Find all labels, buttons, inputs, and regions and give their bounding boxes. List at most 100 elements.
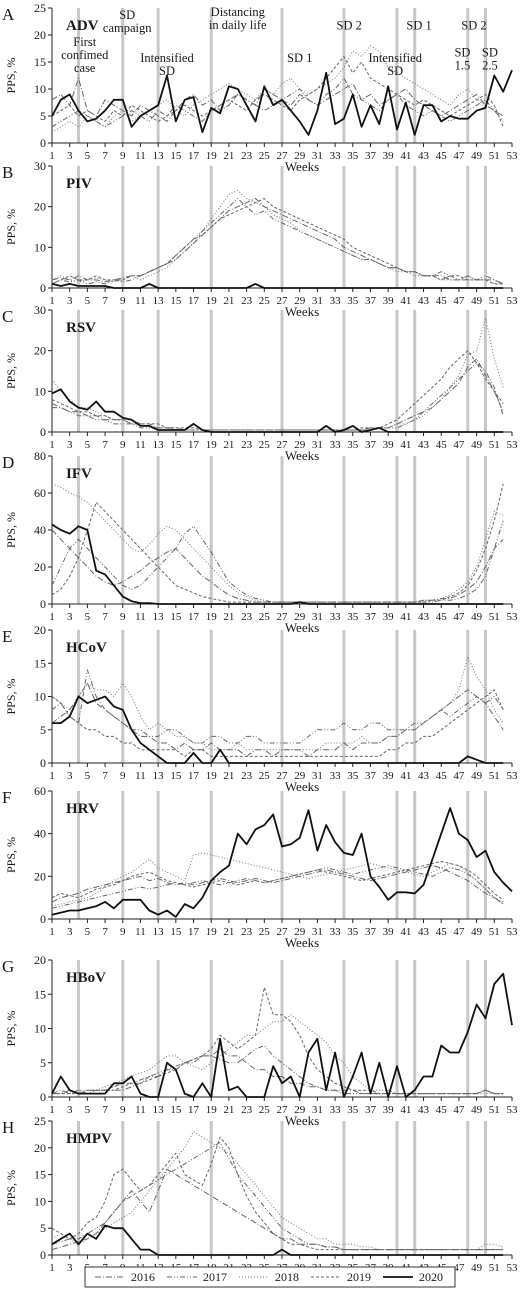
x-tick-label: 25	[259, 439, 271, 451]
panel-letter: B	[2, 163, 13, 182]
x-tick-label: 19	[206, 770, 218, 782]
x-tick-label: 53	[507, 1262, 519, 1274]
legend-box	[84, 1266, 456, 1288]
annotation: SD 1	[287, 51, 312, 65]
x-tick-label: 23	[241, 1104, 253, 1116]
x-tick-label: 35	[347, 295, 359, 307]
x-tick-label: 13	[153, 1104, 165, 1116]
x-tick-label: 51	[489, 926, 500, 938]
x-tick-label: 27	[277, 439, 289, 451]
x-tick-label: 15	[170, 1104, 182, 1116]
series-line-2018	[51, 45, 504, 133]
legend-label-2020: 2020	[419, 1270, 443, 1284]
x-tick-label: 39	[383, 439, 395, 451]
legend-label-2019: 2019	[347, 1270, 371, 1284]
x-tick-label: 37	[365, 439, 377, 451]
x-tick-label: 3	[67, 439, 73, 451]
x-tick-label: 33	[330, 295, 342, 307]
panel-letter: G	[2, 957, 14, 976]
x-tick-label: 33	[330, 150, 342, 162]
y-tick-label: 15	[34, 55, 46, 69]
x-tick-label: 29	[294, 439, 306, 451]
x-tick-label: 29	[294, 926, 306, 938]
x-tick-label: 3	[67, 150, 73, 162]
x-tick-label: 23	[241, 295, 253, 307]
x-tick-label: 23	[241, 611, 253, 623]
x-tick-label: 33	[330, 926, 342, 938]
x-tick-label: 17	[188, 770, 200, 782]
y-tick-label: 10	[34, 240, 46, 254]
x-axis-label: Weeks	[285, 159, 319, 174]
x-tick-label: 31	[312, 295, 323, 307]
x-tick-label: 27	[277, 770, 289, 782]
panel-title: HRV	[66, 801, 99, 817]
series-line-2020	[51, 282, 504, 289]
series-line-2016	[51, 1168, 504, 1251]
annotation: SD 2	[461, 19, 486, 33]
x-tick-label: 41	[400, 439, 411, 451]
x-tick-label: 9	[120, 770, 126, 782]
x-tick-label: 39	[383, 770, 395, 782]
y-tick-label: 20	[34, 344, 46, 358]
y-tick-label: 15	[34, 987, 46, 1001]
x-tick-label: 15	[170, 295, 182, 307]
x-tick-label: 43	[418, 150, 430, 162]
x-tick-label: 11	[135, 295, 146, 307]
annotation: Distancing in daily life	[209, 5, 267, 32]
x-tick-label: 9	[120, 926, 126, 938]
x-tick-label: 15	[170, 611, 182, 623]
x-tick-label: 37	[365, 1104, 377, 1116]
x-tick-label: 49	[471, 1104, 483, 1116]
x-tick-label: 23	[241, 926, 253, 938]
x-tick-label: 47	[453, 611, 465, 623]
series-line-2019	[52, 986, 504, 1095]
series-line-2020	[51, 523, 504, 605]
x-tick-label: 41	[400, 770, 411, 782]
y-tick-label: 5	[40, 109, 46, 123]
series-line-2019	[51, 483, 504, 603]
x-tick-label: 5	[85, 439, 91, 451]
x-tick-label: 9	[120, 295, 126, 307]
y-axis-label: PPS, %	[4, 678, 18, 714]
x-tick-label: 43	[418, 1104, 430, 1116]
series-line-2017	[52, 1045, 504, 1095]
y-tick-label: 20	[34, 1141, 46, 1155]
x-tick-label: 21	[223, 150, 234, 162]
x-tick-label: 51	[489, 770, 500, 782]
x-tick-label: 25	[259, 150, 271, 162]
x-tick-label: 29	[294, 1104, 306, 1116]
panel-title: HMPV	[66, 1131, 112, 1147]
x-tick-label: 17	[188, 611, 200, 623]
x-tick-label: 9	[120, 439, 126, 451]
x-tick-label: 37	[365, 150, 377, 162]
panel-title: ADV	[66, 18, 99, 34]
x-tick-label: 39	[383, 150, 395, 162]
y-tick-label: 15	[34, 656, 46, 670]
x-tick-label: 21	[223, 439, 234, 451]
series-line-2018	[51, 1131, 504, 1251]
x-tick-label: 53	[507, 1104, 519, 1116]
panel-h: H051015202513579111315171921232527293133…	[2, 1114, 518, 1286]
x-tick-label: 19	[206, 1104, 218, 1116]
x-tick-label: 53	[507, 770, 519, 782]
y-tick-label: 30	[34, 303, 46, 317]
x-tick-label: 47	[453, 926, 465, 938]
x-tick-label: 47	[453, 1262, 465, 1274]
x-tick-label: 45	[436, 770, 448, 782]
series-line-2020	[51, 388, 504, 433]
x-tick-label: 13	[153, 611, 165, 623]
series-line-2016	[51, 865, 504, 903]
y-tick-label: 25	[34, 1114, 46, 1128]
x-tick-label: 41	[400, 295, 411, 307]
x-tick-label: 9	[120, 150, 126, 162]
x-tick-label: 17	[188, 1104, 200, 1116]
series-line-2017	[52, 362, 504, 431]
x-tick-label: 15	[170, 770, 182, 782]
panel-title: HCoV	[66, 640, 107, 656]
x-tick-label: 27	[277, 1104, 289, 1116]
y-tick-label: 10	[34, 1022, 46, 1036]
x-tick-label: 51	[489, 295, 500, 307]
y-tick-label: 0	[40, 1248, 46, 1262]
y-tick-label: 10	[34, 690, 46, 704]
